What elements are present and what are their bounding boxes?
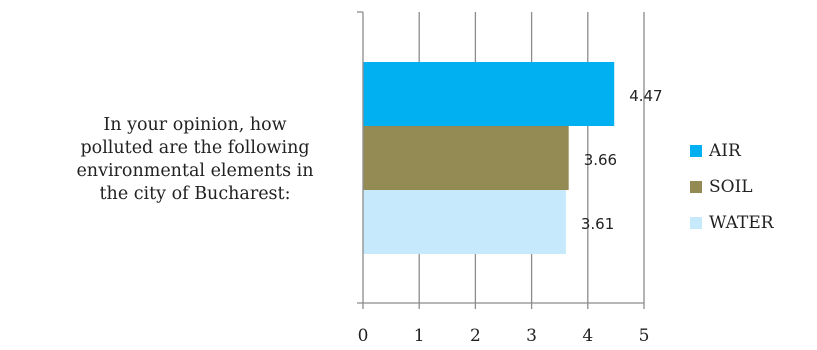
category-label-line: polluted are the following [80, 138, 310, 158]
x-tick-label: 5 [639, 326, 650, 346]
x-tick-label: 3 [526, 326, 537, 346]
legend-item-water: WATER [690, 205, 774, 241]
x-tick-label: 1 [414, 326, 425, 346]
legend-swatch-water [690, 217, 702, 229]
x-tick-label: 4 [582, 326, 593, 346]
bar-water [363, 190, 566, 254]
category-label-line: the city of Bucharest: [99, 184, 291, 204]
category-label-line: In your opinion, how [103, 115, 287, 135]
x-tick-label: 2 [470, 326, 481, 346]
value-label-water: 3.61 [581, 215, 614, 233]
legend-item-air: AIR [690, 133, 774, 169]
legend-swatch-air [690, 145, 702, 157]
x-tick-labels: 0 1 2 3 4 5 [358, 326, 650, 346]
legend: AIR SOIL WATER [690, 133, 774, 241]
category-label-line: environmental elements in [76, 161, 314, 181]
legend-swatch-soil [690, 181, 702, 193]
value-label-air: 4.47 [629, 87, 662, 105]
bar-soil [363, 126, 569, 190]
axes [357, 11, 645, 309]
legend-label-air: AIR [709, 141, 741, 161]
bars [363, 62, 615, 254]
legend-item-soil: SOIL [690, 169, 774, 205]
value-labels: 4.47 3.66 3.61 [581, 87, 663, 233]
category-label: In your opinion, how polluted are the fo… [40, 114, 350, 206]
value-label-soil: 3.66 [584, 151, 617, 169]
legend-label-water: WATER [709, 213, 774, 233]
x-tick-label: 0 [358, 326, 369, 346]
legend-label-soil: SOIL [709, 177, 753, 197]
bar-air [363, 62, 615, 126]
